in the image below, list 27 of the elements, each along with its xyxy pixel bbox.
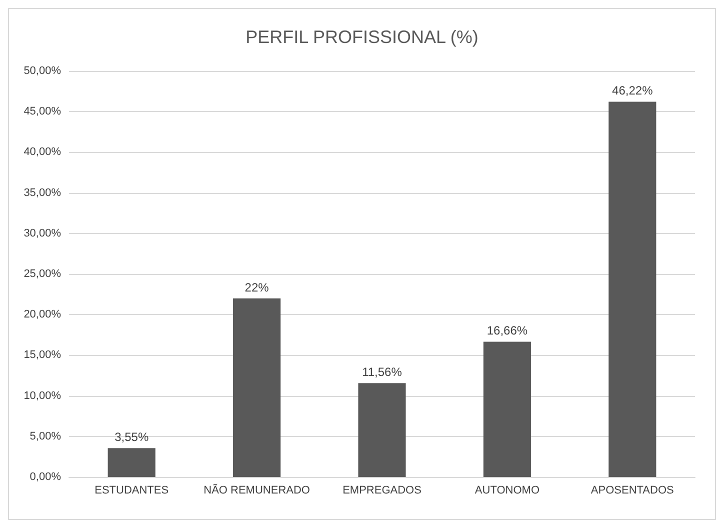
y-tick-label: 5,00%	[30, 430, 62, 442]
bar	[233, 298, 281, 477]
y-tick-label: 40,00%	[24, 146, 62, 158]
bar	[483, 342, 531, 477]
y-tick-label: 50,00%	[24, 65, 62, 77]
y-tick-label: 45,00%	[24, 106, 62, 118]
chart-title: PERFIL PROFISSIONAL (%)	[246, 27, 478, 47]
data-label: 46,22%	[612, 84, 654, 98]
bar	[358, 383, 406, 477]
data-label: 16,66%	[486, 324, 528, 338]
y-tick-label: 35,00%	[24, 186, 62, 199]
y-tick-label: 20,00%	[24, 308, 62, 321]
bar	[108, 448, 156, 477]
x-tick-label: AUTONOMO	[474, 484, 540, 496]
y-tick-label: 25,00%	[24, 268, 62, 280]
y-tick-label: 10,00%	[24, 390, 62, 402]
data-label: 3,55%	[114, 430, 149, 444]
y-tick-label: 30,00%	[24, 227, 62, 240]
data-label: 11,56%	[362, 365, 402, 380]
data-label: 22%	[244, 280, 270, 294]
y-tick-label: 0,00%	[30, 471, 62, 483]
x-tick-label: NÃO REMUNERADO	[204, 484, 310, 496]
x-tick-label: ESTUDANTES	[94, 484, 169, 496]
y-tick-label: 15,00%	[24, 349, 62, 362]
x-tick-label: APOSENTADOS	[590, 484, 674, 496]
x-tick-label: EMPREGADOS	[342, 484, 422, 496]
bar	[608, 102, 656, 477]
